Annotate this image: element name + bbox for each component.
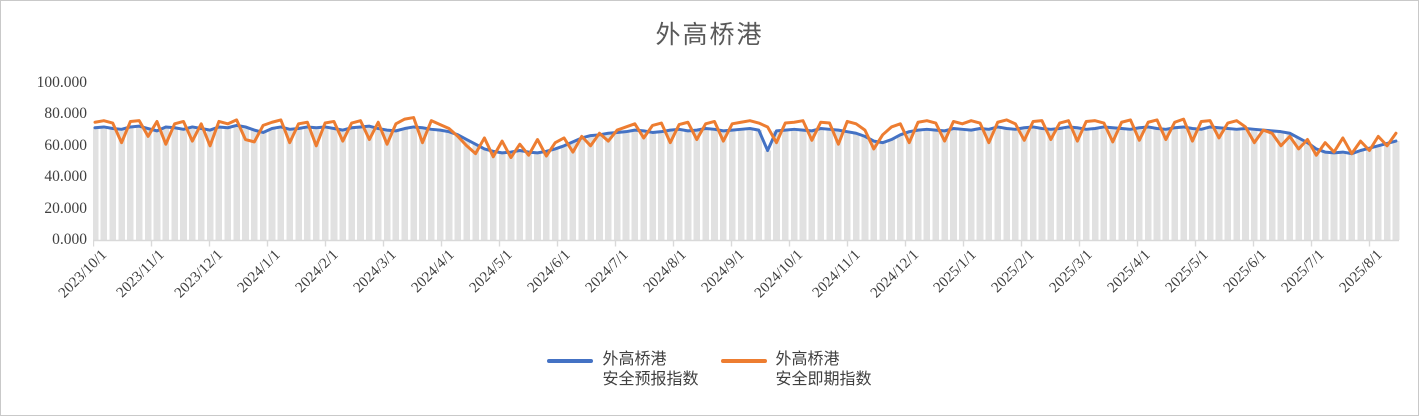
x-tick-label: 2024/1/1 [234, 247, 284, 297]
y-tick-label: 60.000 [44, 136, 87, 154]
legend-item-spot: 外高桥港 安全即期指数 [720, 350, 872, 390]
legend: 外高桥港 安全预报指数 外高桥港 安全即期指数 [1, 350, 1418, 390]
x-tick-label: 2025/4/1 [1104, 247, 1154, 297]
x-tick-label: 2024/11/1 [809, 247, 864, 301]
legend-item-forecast: 外高桥港 安全预报指数 [547, 350, 699, 390]
y-tick-label: 20.000 [44, 199, 87, 217]
x-tick-label: 2024/5/1 [466, 247, 516, 297]
legend-spot-line1: 外高桥港 [775, 351, 840, 368]
legend-forecast-line2: 安全预报指数 [602, 371, 699, 388]
x-tick-label: 2024/7/1 [582, 247, 632, 297]
legend-forecast-line1: 外高桥港 [602, 351, 667, 368]
y-tick-label: 40.000 [44, 168, 87, 186]
x-tick-label: 2025/5/1 [1162, 247, 1212, 297]
chart-title: 外高桥港 [655, 21, 764, 49]
x-tick-label: 2024/10/1 [751, 247, 806, 302]
spot-line-swatch [720, 359, 767, 363]
x-tick-label: 2025/2/1 [988, 247, 1038, 297]
x-tick-label: 2023/11/1 [113, 247, 168, 301]
y-tick-label: 100.000 [36, 74, 87, 91]
x-tick-label: 2024/3/1 [350, 247, 400, 297]
y-tick-label: 0.000 [52, 231, 87, 248]
x-tick-label: 2024/12/1 [867, 247, 922, 302]
x-tick-label: 2025/8/1 [1336, 247, 1386, 297]
x-tick-label: 2025/3/1 [1046, 247, 1096, 297]
forecast-index-line [93, 123, 1398, 156]
legend-spot-line2: 安全即期指数 [775, 371, 872, 388]
x-tick-label: 2024/8/1 [640, 247, 690, 297]
x-tick-label: 2024/9/1 [698, 247, 748, 297]
x-tick-label: 2024/4/1 [408, 247, 458, 297]
x-tick-label: 2025/7/1 [1278, 247, 1328, 297]
plot-area [93, 116, 1400, 247]
spot-index-line [93, 116, 1398, 160]
x-tick-label: 2023/10/1 [55, 247, 110, 302]
x-tick-label: 2024/6/1 [524, 247, 574, 297]
y-tick-label: 80.000 [44, 105, 87, 123]
x-tick-label: 2024/2/1 [292, 247, 342, 297]
x-tick-label: 2025/6/1 [1220, 247, 1270, 297]
forecast-line-swatch [547, 359, 594, 363]
x-axis [93, 239, 1399, 247]
x-tick-label: 2023/12/1 [171, 247, 226, 302]
background-bar-series [93, 125, 1400, 241]
x-tick-label: 2025/1/1 [930, 247, 980, 297]
